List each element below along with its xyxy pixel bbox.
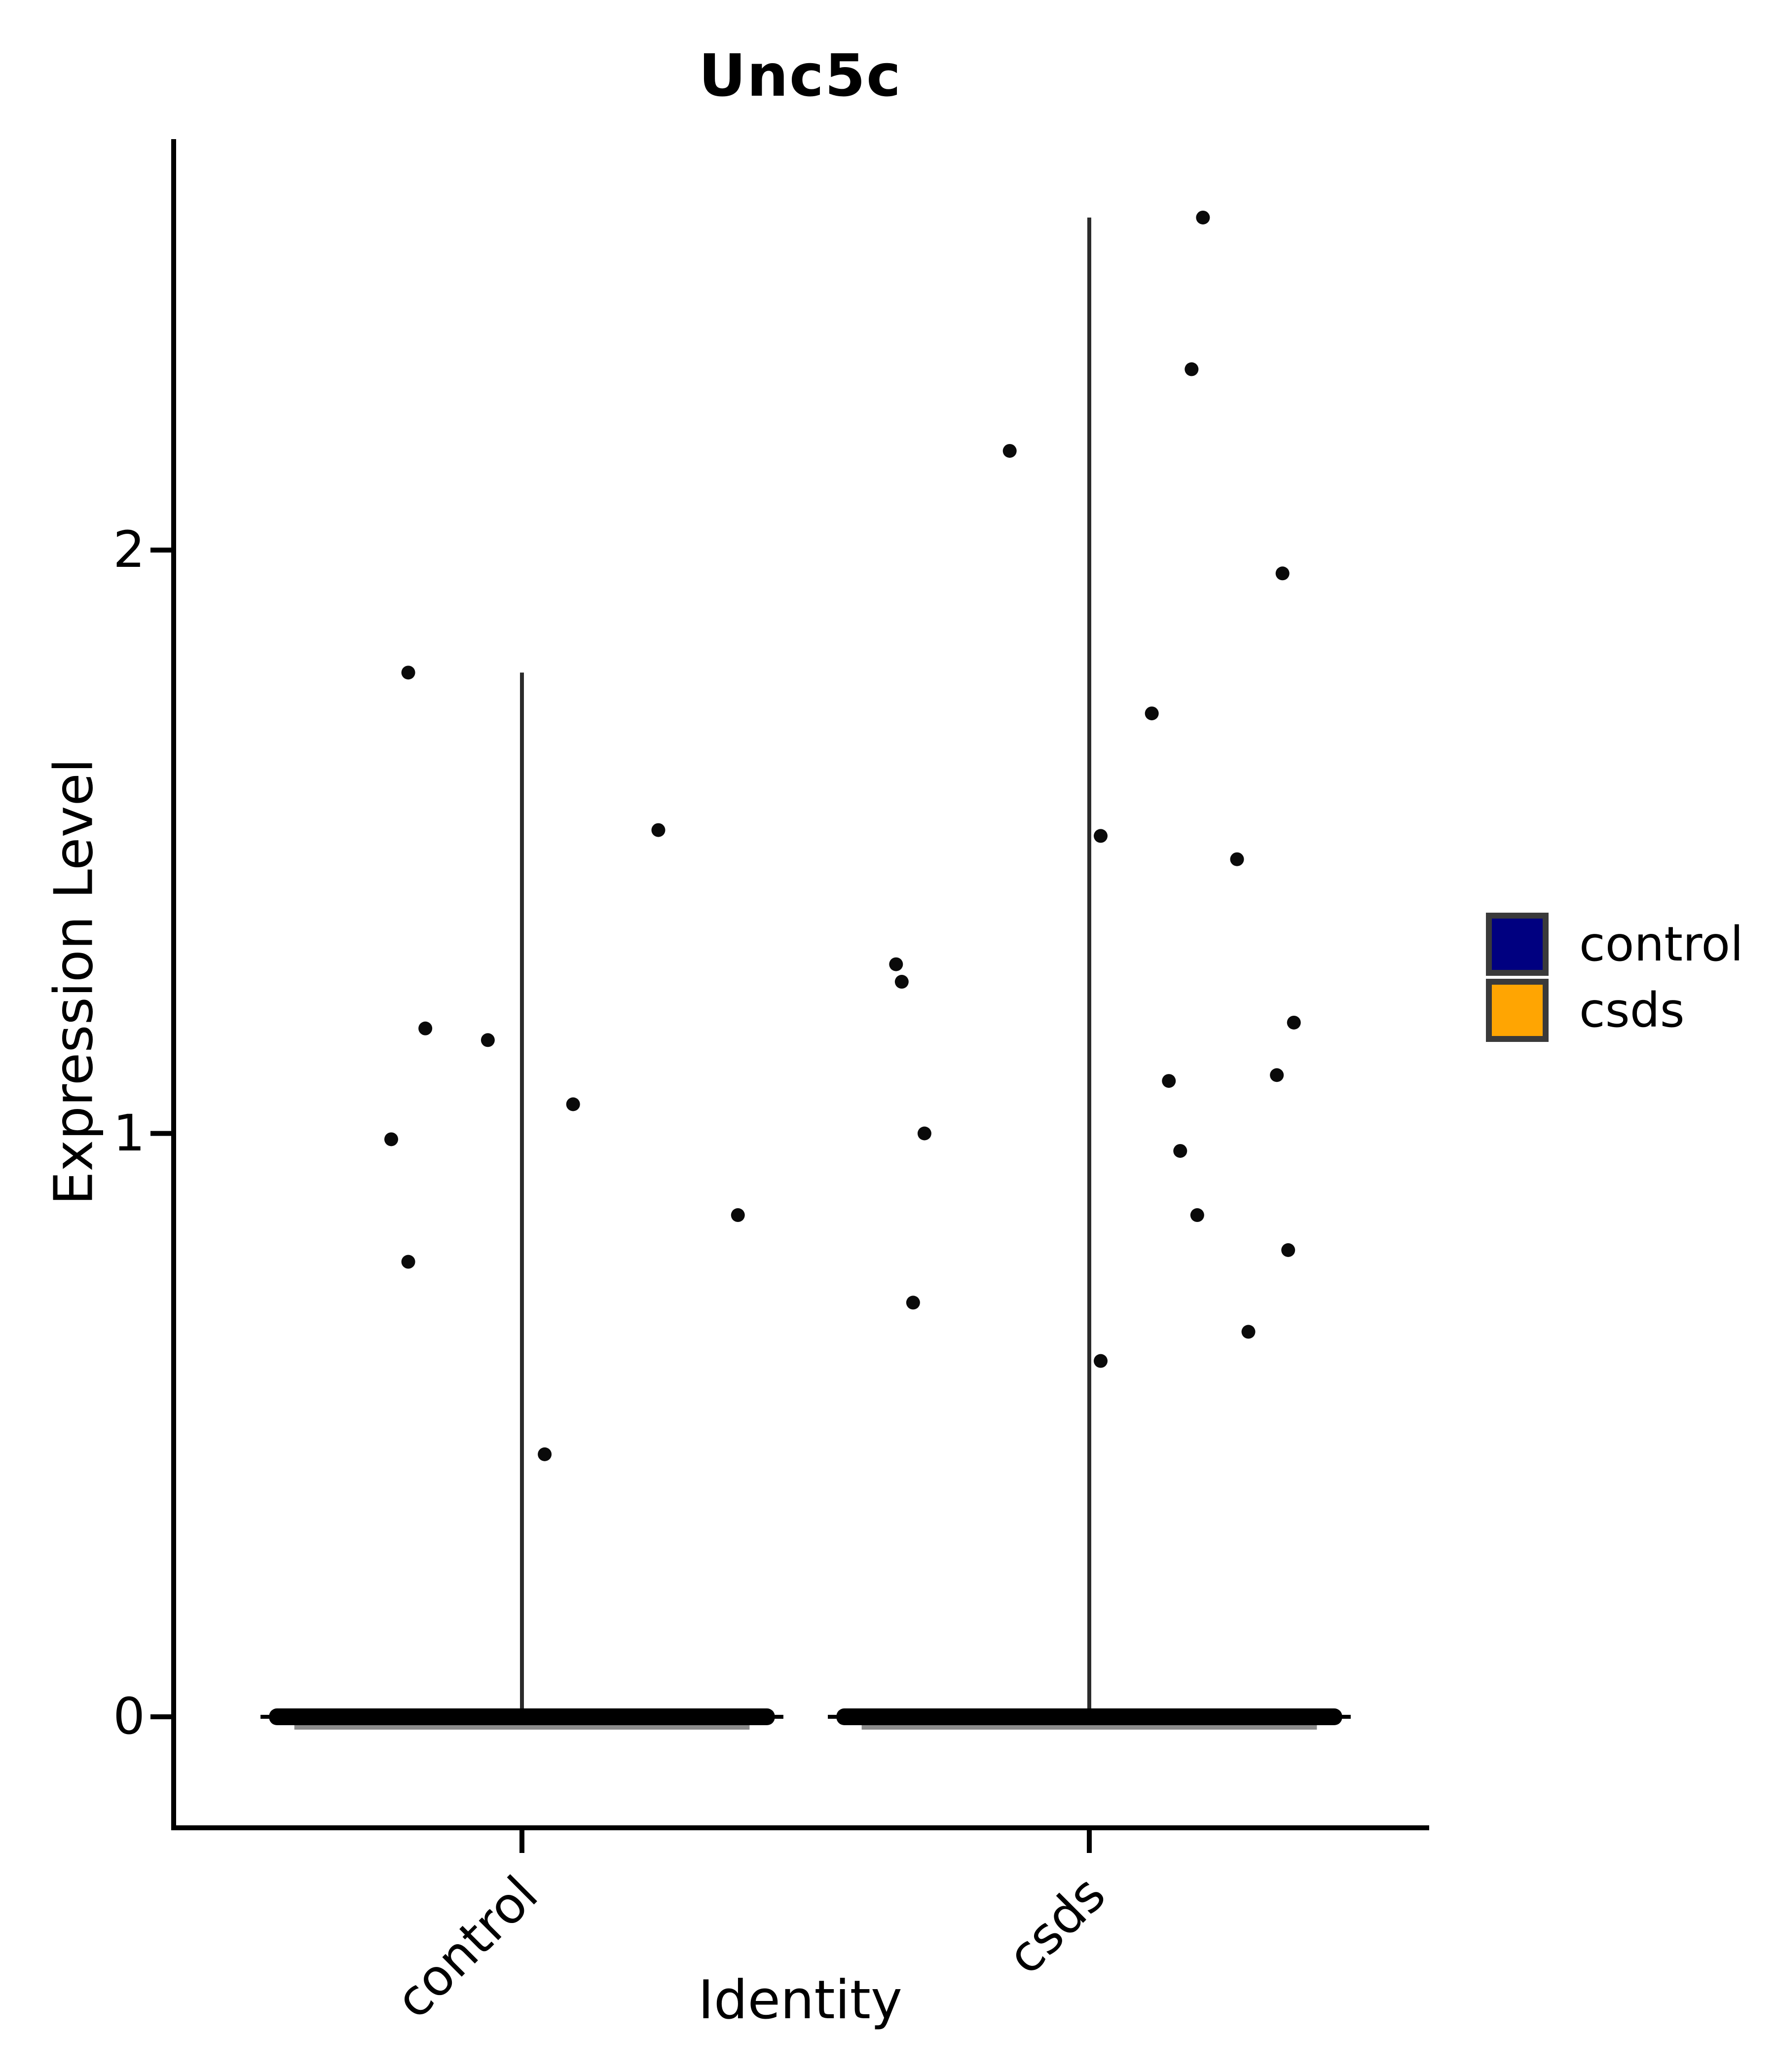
jitter-point [401,1255,415,1269]
jitter-point [401,666,415,680]
legend-row: csds [1486,979,1743,1042]
jitter-point [1230,852,1244,866]
jitter-point [1281,1243,1295,1257]
legend-swatch [1486,913,1549,976]
legend-label: control [1579,917,1743,972]
jitter-point [538,1447,552,1461]
jitter-point [1196,210,1210,224]
y-tick-mark [150,1714,171,1719]
jitter-point [894,975,909,989]
jitter-point [1190,1208,1204,1222]
y-tick-mark [150,548,171,553]
legend-row: control [1486,913,1743,976]
jitter-point [481,1033,495,1047]
jitter-point [1173,1144,1187,1158]
legend-swatch [1486,979,1549,1042]
x-tick-mark [519,1830,524,1853]
jitter-point [1287,1015,1301,1030]
jitter-point [651,823,666,837]
x-tick-mark [1087,1830,1092,1853]
jitter-point [566,1097,580,1111]
x-axis-title: Identity [698,1969,902,2031]
legend-label: csds [1579,983,1685,1038]
chart-title: Unc5c [699,41,902,110]
jitter-point [1162,1074,1176,1088]
zero-band-fringe [861,1724,1317,1730]
y-tick-label: 2 [113,520,145,579]
violin-stem [520,672,524,1717]
zero-band [836,1708,1342,1725]
jitter-point [1094,1354,1108,1368]
legend: control csds [1486,913,1743,1045]
jitter-point [1002,444,1017,458]
y-tick-label: 0 [113,1687,145,1746]
y-tick-label: 1 [113,1104,145,1163]
jitter-point [889,957,903,971]
jitter-point [906,1295,920,1310]
violin-stem [1087,217,1091,1717]
jitter-point [1275,566,1290,581]
zero-band-fringe [294,1724,750,1730]
zero-band [269,1708,775,1725]
jitter-point [917,1126,931,1141]
jitter-point [418,1021,433,1036]
jitter-point [1184,362,1199,376]
y-axis-spine [171,139,176,1830]
jitter-point [1094,829,1108,843]
jitter-point [731,1208,745,1222]
jitter-point [1270,1068,1284,1082]
x-axis-spine [171,1825,1429,1830]
jitter-point [384,1132,399,1147]
jitter-point [1241,1325,1256,1339]
jitter-point [1145,706,1159,721]
y-tick-mark [150,1131,171,1136]
